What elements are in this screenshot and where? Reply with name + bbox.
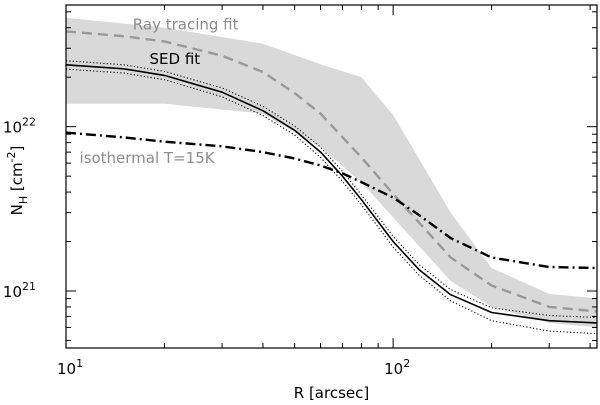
y-axis-title: NH [cm-2]: [5, 146, 30, 216]
series-sed-fit: [65, 64, 598, 324]
ray-tracing-uncertainty-band: [66, 17, 597, 328]
x-axis-title: R [arcsec]: [294, 384, 369, 402]
annotation-isothermal-t-15k: isothermal T=15K: [80, 149, 216, 167]
x-tick-label: 101: [57, 357, 83, 378]
series-ray-tracing-fit: [65, 30, 598, 313]
annotation-sed-fit: SED fit: [150, 50, 201, 68]
series-sed-fit-lower: [65, 68, 598, 335]
y-tick-label: 1022: [3, 116, 36, 137]
annotation-ray-tracing-fit: Ray tracing fit: [133, 16, 239, 34]
series-isothermal-t-15k: [65, 131, 598, 270]
plot-area: Ray tracing fit SED fit isothermal T=15K 1…: [3, 4, 598, 402]
x-tick-label: 102: [384, 357, 410, 378]
series-sed-fit-upper: [65, 60, 598, 319]
y-tick-label: 1021: [3, 280, 36, 301]
